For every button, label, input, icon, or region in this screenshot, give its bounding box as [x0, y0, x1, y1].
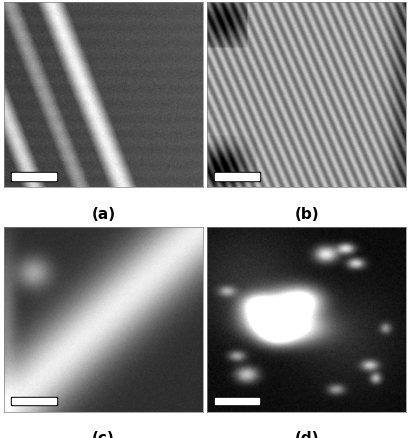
Bar: [12, 398, 55, 404]
Text: (c): (c): [92, 431, 115, 438]
Bar: [215, 397, 260, 405]
Bar: [215, 398, 259, 404]
Bar: [12, 173, 55, 180]
Bar: [215, 173, 259, 180]
Bar: [11, 397, 57, 405]
Bar: [215, 173, 260, 181]
Bar: [11, 173, 57, 181]
Text: (d): (d): [295, 431, 319, 438]
Text: (b): (b): [295, 207, 319, 222]
Text: (a): (a): [91, 207, 115, 222]
